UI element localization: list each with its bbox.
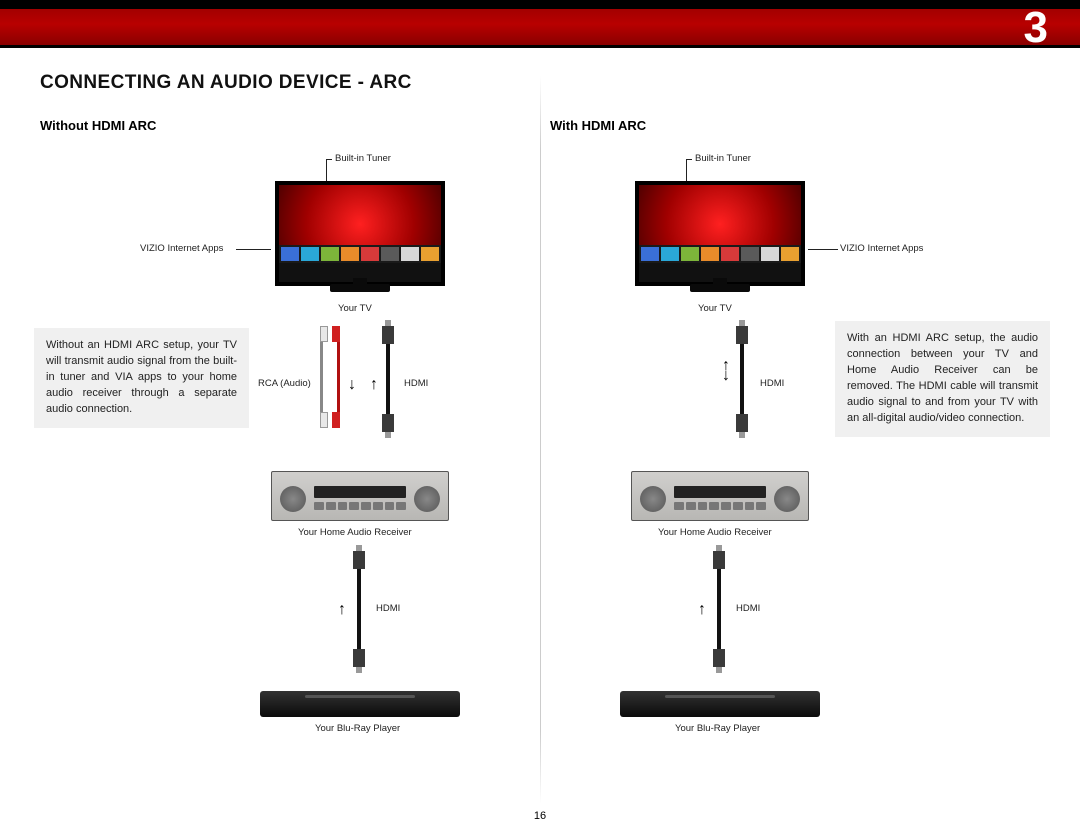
hdmi-label-1: HDMI <box>404 378 428 389</box>
hdmi-cable-bottom <box>353 551 365 667</box>
column-divider <box>540 76 541 804</box>
up-arrow-icon: ↑ <box>370 376 378 394</box>
up-arrow-icon: ↑ <box>698 601 706 619</box>
left-diagram: Built-in Tuner VIZIO Internet Apps Your … <box>40 151 530 771</box>
left-desc: Without an HDMI ARC setup, your TV will … <box>34 328 249 428</box>
rca-cable <box>315 326 345 428</box>
up-arrow-icon: ↑ <box>338 601 346 619</box>
receiver-illustration <box>631 471 809 521</box>
left-column: Without HDMI ARC Built-in Tuner VIZIO In… <box>40 118 530 771</box>
right-diagram: Built-in Tuner VIZIO Internet Apps Your … <box>550 151 1040 771</box>
rca-label: RCA (Audio) <box>258 378 311 389</box>
bluray-illustration <box>260 691 460 717</box>
apps-label: VIZIO Internet Apps <box>840 243 923 254</box>
bluray-label: Your Blu-Ray Player <box>315 723 400 734</box>
hdmi-label-2: HDMI <box>376 603 400 614</box>
page-number: 16 <box>534 810 546 822</box>
tv-illustration <box>275 181 445 286</box>
tv-label: Your TV <box>698 303 732 314</box>
updown-arrow-icon: ↑↓ <box>722 361 730 381</box>
tuner-label: Built-in Tuner <box>695 153 751 164</box>
receiver-label: Your Home Audio Receiver <box>298 527 412 538</box>
tuner-label: Built-in Tuner <box>335 153 391 164</box>
right-column: With HDMI ARC Built-in Tuner VIZIO Inter… <box>550 118 1040 771</box>
right-desc: With an HDMI ARC setup, the audio connec… <box>835 321 1050 437</box>
bluray-illustration <box>620 691 820 717</box>
header-bar: 3 <box>0 0 1080 48</box>
down-arrow-icon: ↓ <box>348 376 356 394</box>
hdmi-cable-bottom <box>713 551 725 667</box>
receiver-label: Your Home Audio Receiver <box>658 527 772 538</box>
hdmi-cable-top <box>736 326 748 432</box>
hdmi-cable-top <box>382 326 394 432</box>
tv-label: Your TV <box>338 303 372 314</box>
right-heading: With HDMI ARC <box>550 118 1040 133</box>
hdmi-label-1: HDMI <box>760 378 784 389</box>
bluray-label: Your Blu-Ray Player <box>675 723 760 734</box>
left-heading: Without HDMI ARC <box>40 118 530 133</box>
hdmi-label-2: HDMI <box>736 603 760 614</box>
tv-illustration <box>635 181 805 286</box>
receiver-illustration <box>271 471 449 521</box>
apps-label: VIZIO Internet Apps <box>140 243 223 254</box>
chapter-number: 3 <box>1024 3 1048 53</box>
